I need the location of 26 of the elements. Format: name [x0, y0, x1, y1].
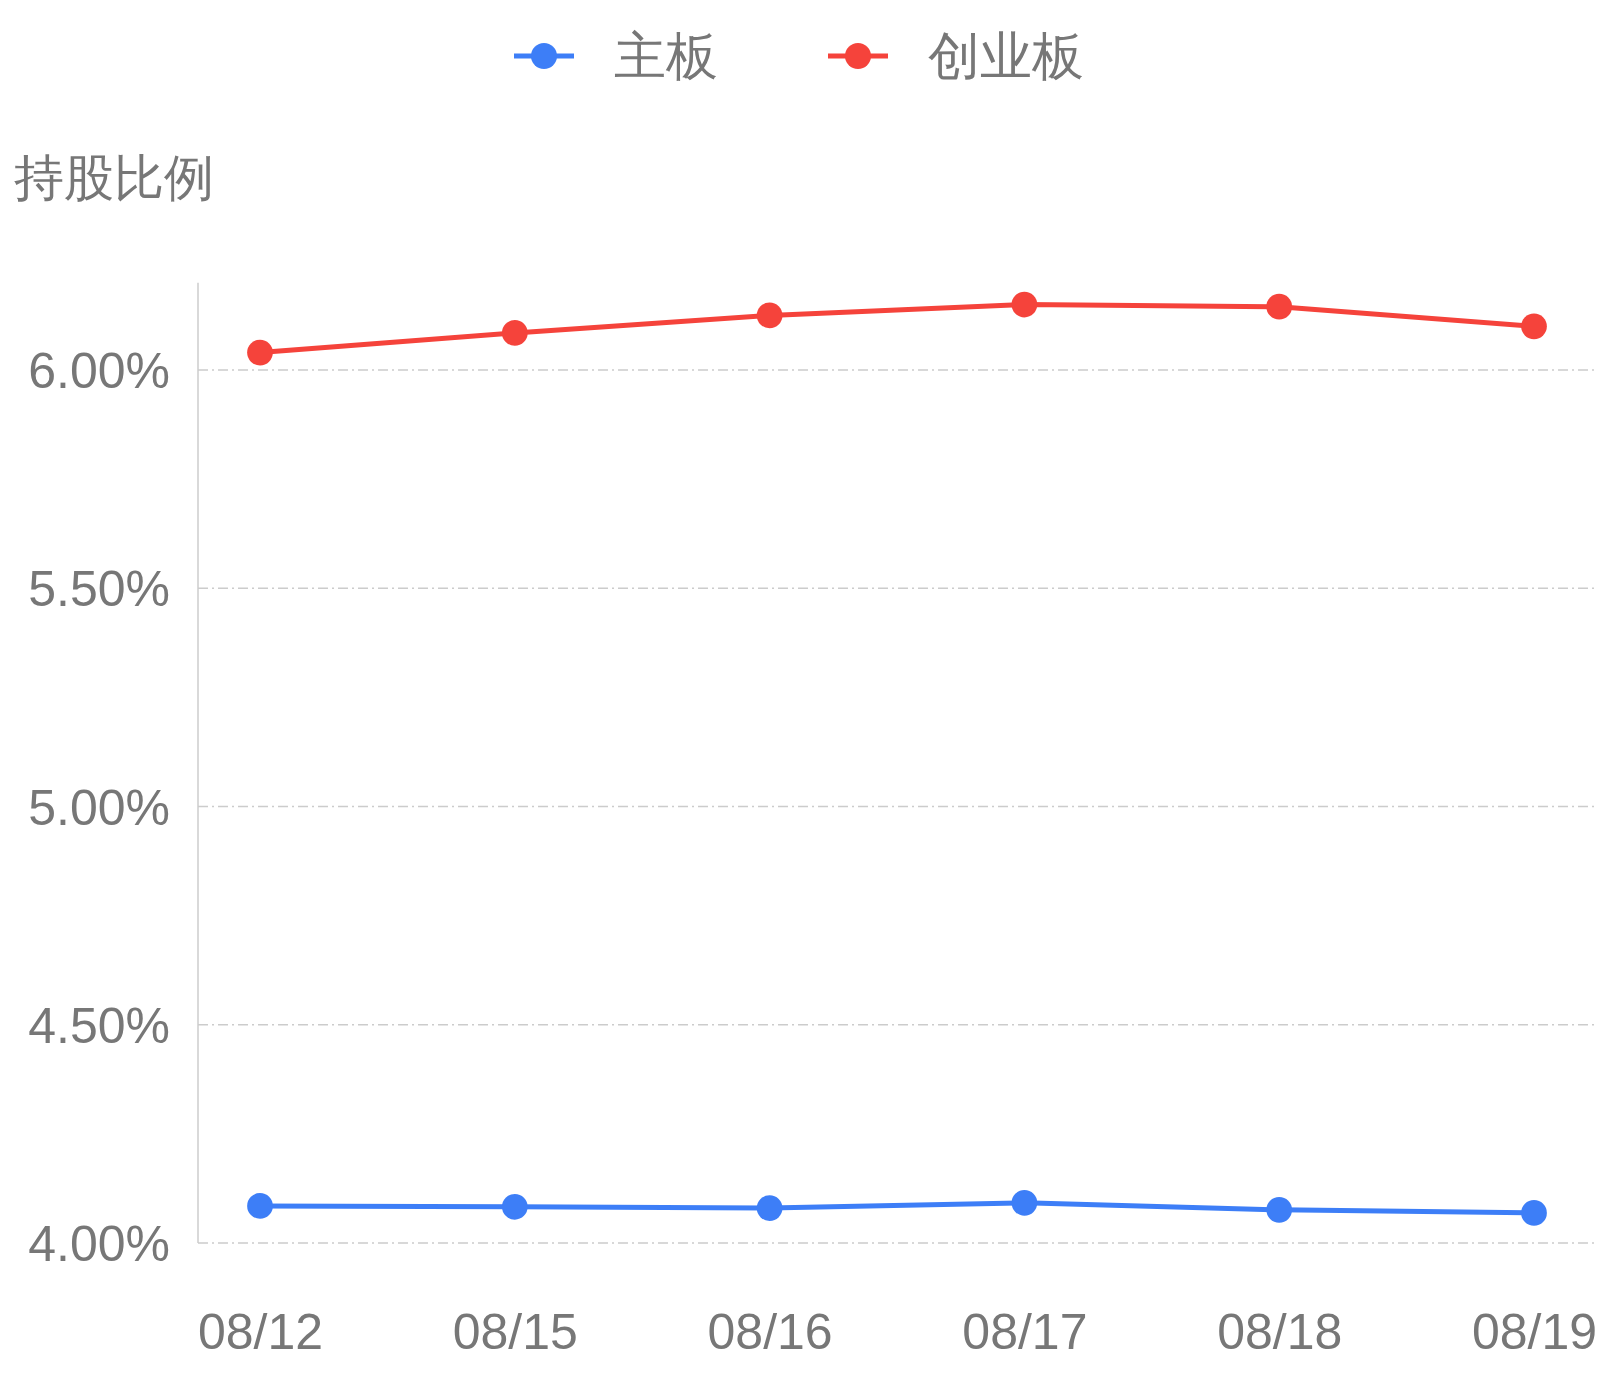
point — [501, 320, 528, 346]
point — [247, 1193, 273, 1219]
point — [1266, 293, 1293, 320]
point — [1011, 291, 1038, 318]
point — [1521, 1200, 1547, 1226]
x-tick-label: 08/15 — [452, 1303, 578, 1360]
point — [501, 1193, 528, 1220]
x-tick-label: 08/18 — [1217, 1303, 1343, 1360]
y-axis-title: 持股比例 — [14, 149, 214, 207]
y-tick-label: 5.50% — [28, 561, 170, 618]
y-tick-label: 6.00% — [28, 343, 170, 399]
x-tick-label: 08/19 — [1471, 1303, 1598, 1360]
x-tick-label: 08/12 — [197, 1303, 324, 1360]
y-tick-label: 4.50% — [28, 997, 170, 1054]
point — [247, 339, 273, 366]
x-tick-label: 08/16 — [707, 1303, 833, 1360]
point — [756, 1195, 783, 1221]
legend-label: 创业板 — [928, 26, 1084, 87]
point — [1266, 1196, 1293, 1223]
x-tick-label: 08/17 — [962, 1303, 1088, 1360]
point — [1521, 313, 1547, 340]
point — [756, 302, 783, 329]
y-tick-label: 4.00% — [28, 1216, 170, 1272]
point — [1011, 1190, 1038, 1216]
y-tick-label: 5.00% — [28, 779, 170, 836]
legend-label: 主板 — [614, 26, 718, 87]
